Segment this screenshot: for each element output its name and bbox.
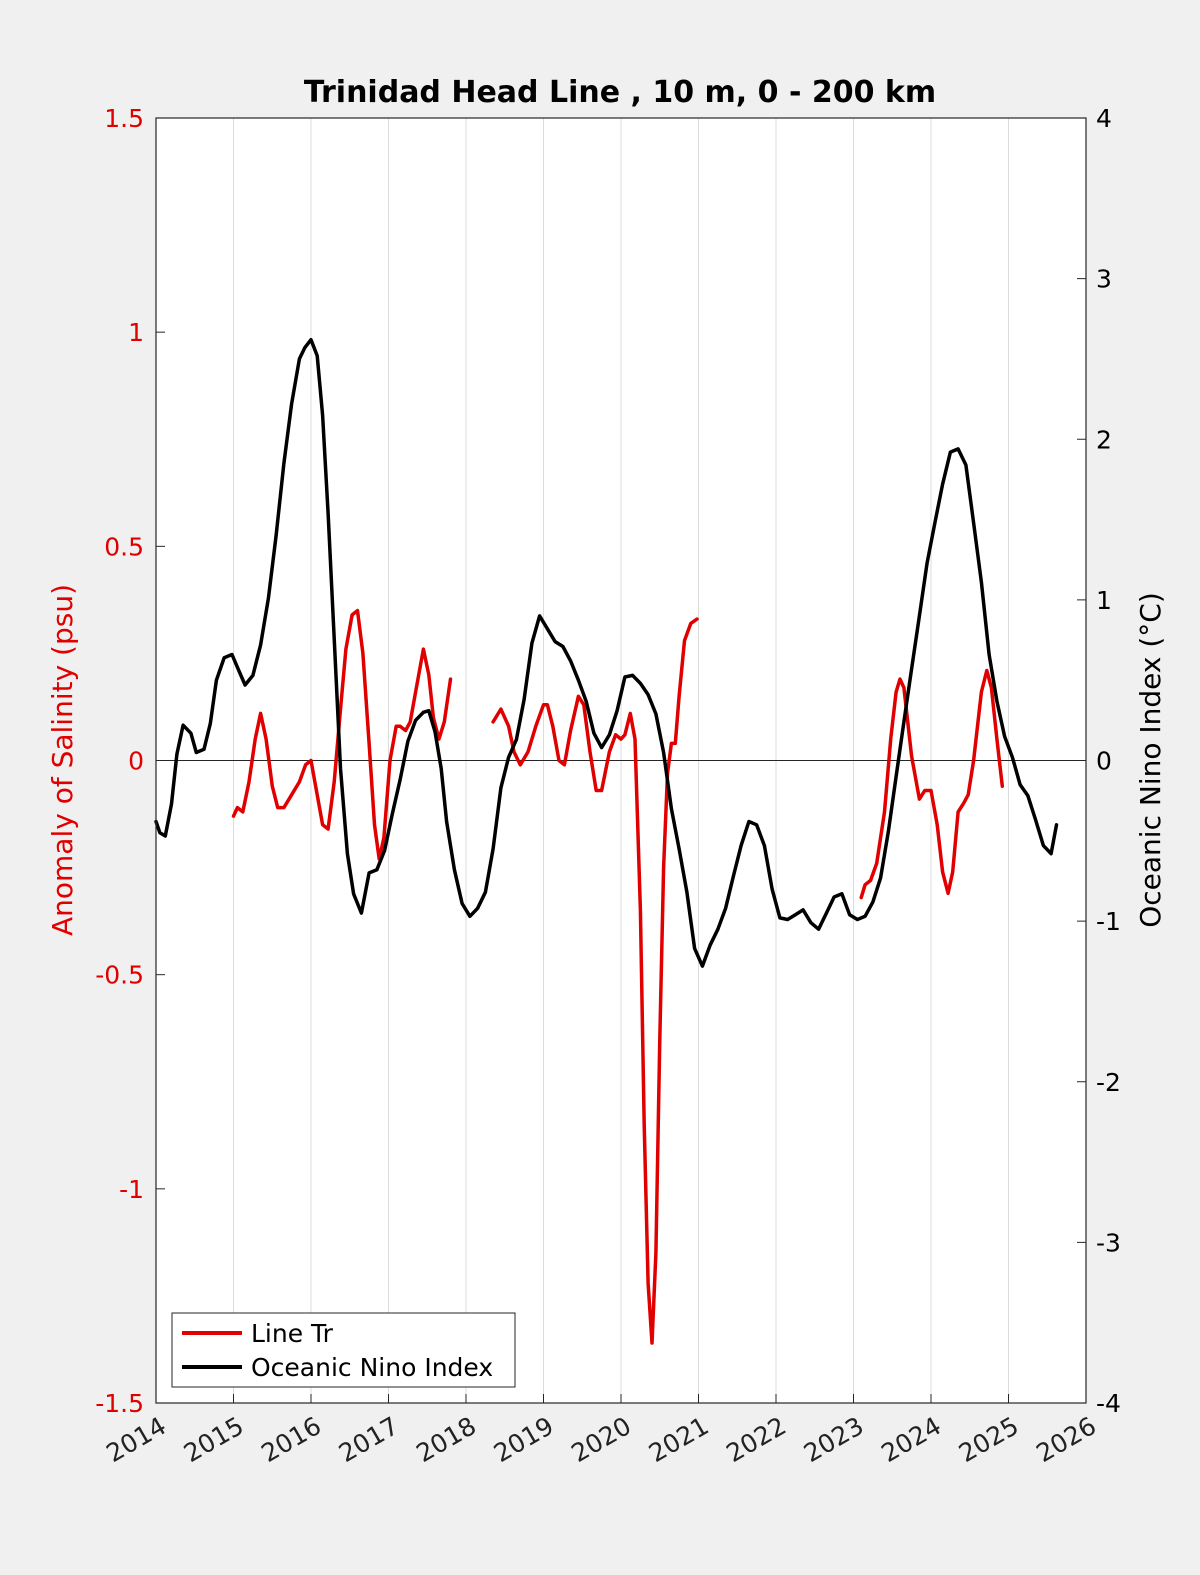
right-tick-label--1: -1 — [1096, 907, 1121, 936]
legend-label-oceanic-nino-index: Oceanic Nino Index — [251, 1353, 493, 1382]
series-layer — [154, 337, 1059, 1345]
series-oceanic-nino-index — [154, 337, 1059, 968]
right-tick-label--2: -2 — [1096, 1068, 1121, 1097]
right-y-axis-ticks: 4 3 2 1 0 -1 -2 -3 -4 — [1077, 104, 1121, 1418]
right-tick-label-1: 1 — [1096, 586, 1112, 615]
left-axis-label: Anomaly of Salinity (psu) — [46, 584, 79, 936]
left-tick-label--1.5: -1.5 — [95, 1389, 144, 1418]
legend-box — [171, 1312, 516, 1388]
left-y-axis-ticks: 1.5 1 0.5 0 -0.5 -1 -1.5 — [95, 104, 165, 1418]
left-tick-label-1: 1 — [128, 318, 144, 347]
left-tick-label-1.5: 1.5 — [104, 104, 144, 133]
right-tick-label-2: 2 — [1096, 425, 1112, 454]
legend: Line Tr Oceanic Nino Index — [171, 1312, 516, 1388]
right-tick-label-0: 0 — [1096, 747, 1112, 776]
series-line-tr-segment-1 — [231, 608, 453, 861]
chart-title: Trinidad Head Line , 10 m, 0 - 200 km — [304, 75, 936, 110]
right-tick-label-3: 3 — [1096, 265, 1112, 294]
left-tick-label-0.5: 0.5 — [104, 532, 144, 561]
series-line-tr-segment-3 — [859, 668, 1005, 900]
right-tick-label--4: -4 — [1096, 1389, 1121, 1418]
legend-label-line-tr: Line Tr — [251, 1319, 334, 1348]
left-tick-label-0: 0 — [128, 747, 144, 776]
right-tick-label-4: 4 — [1096, 104, 1112, 133]
left-tick-label--1: -1 — [119, 1175, 144, 1204]
series-line-tr-segment-2 — [491, 617, 699, 1345]
right-axis-label: Oceanic Nino Index (°C) — [1134, 592, 1167, 928]
left-tick-label--0.5: -0.5 — [95, 961, 144, 990]
right-tick-label--3: -3 — [1096, 1228, 1121, 1257]
